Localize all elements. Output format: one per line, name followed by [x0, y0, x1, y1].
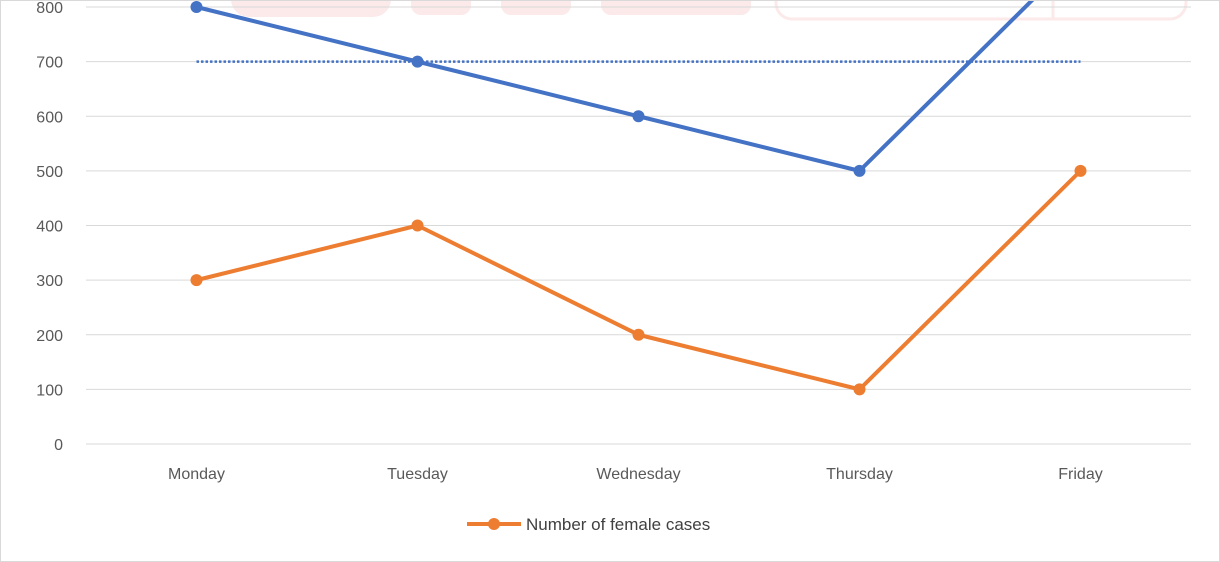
y-axis-ticks: 0 100 200 300 400 500 600 700 800 [36, 1, 63, 454]
watermark-shape [774, 1, 1188, 21]
legend-swatch-marker [488, 518, 500, 530]
x-tick-label: Wednesday [596, 466, 680, 483]
watermark-shape [231, 1, 391, 17]
legend-label: Number of female cases [526, 515, 710, 534]
y-tick-label: 500 [36, 164, 63, 181]
data-point [632, 110, 645, 123]
y-tick-label: 200 [36, 328, 63, 345]
legend: Number of female cases [467, 515, 710, 534]
x-tick-label: Friday [1058, 466, 1102, 483]
data-point [632, 328, 645, 341]
y-tick-label: 100 [36, 382, 63, 399]
series-0 [190, 1, 1035, 177]
data-point [853, 164, 866, 177]
x-tick-label: Monday [168, 466, 225, 483]
series-layer [190, 1, 1087, 396]
watermark-graphic [231, 1, 1188, 21]
watermark-shape [501, 1, 571, 15]
series-1 [190, 164, 1087, 396]
data-point [190, 274, 203, 287]
x-tick-label: Thursday [826, 466, 893, 483]
series-line [194, 1, 1035, 173]
watermark-shape [601, 1, 751, 15]
y-tick-label: 800 [36, 1, 63, 17]
y-tick-label: 400 [36, 219, 63, 236]
y-tick-label: 600 [36, 109, 63, 126]
data-point [1074, 164, 1087, 177]
data-point [190, 1, 203, 13]
x-tick-label: Tuesday [387, 466, 448, 483]
gridlines [86, 6, 1191, 445]
x-axis-ticks: Monday Tuesday Wednesday Thursday Friday [168, 466, 1103, 483]
data-point [411, 219, 424, 232]
data-point [411, 55, 424, 68]
y-tick-label: 0 [54, 437, 63, 454]
watermark-shape [411, 1, 471, 15]
data-point [853, 383, 866, 396]
y-tick-label: 300 [36, 273, 63, 290]
y-tick-label: 700 [36, 55, 63, 72]
